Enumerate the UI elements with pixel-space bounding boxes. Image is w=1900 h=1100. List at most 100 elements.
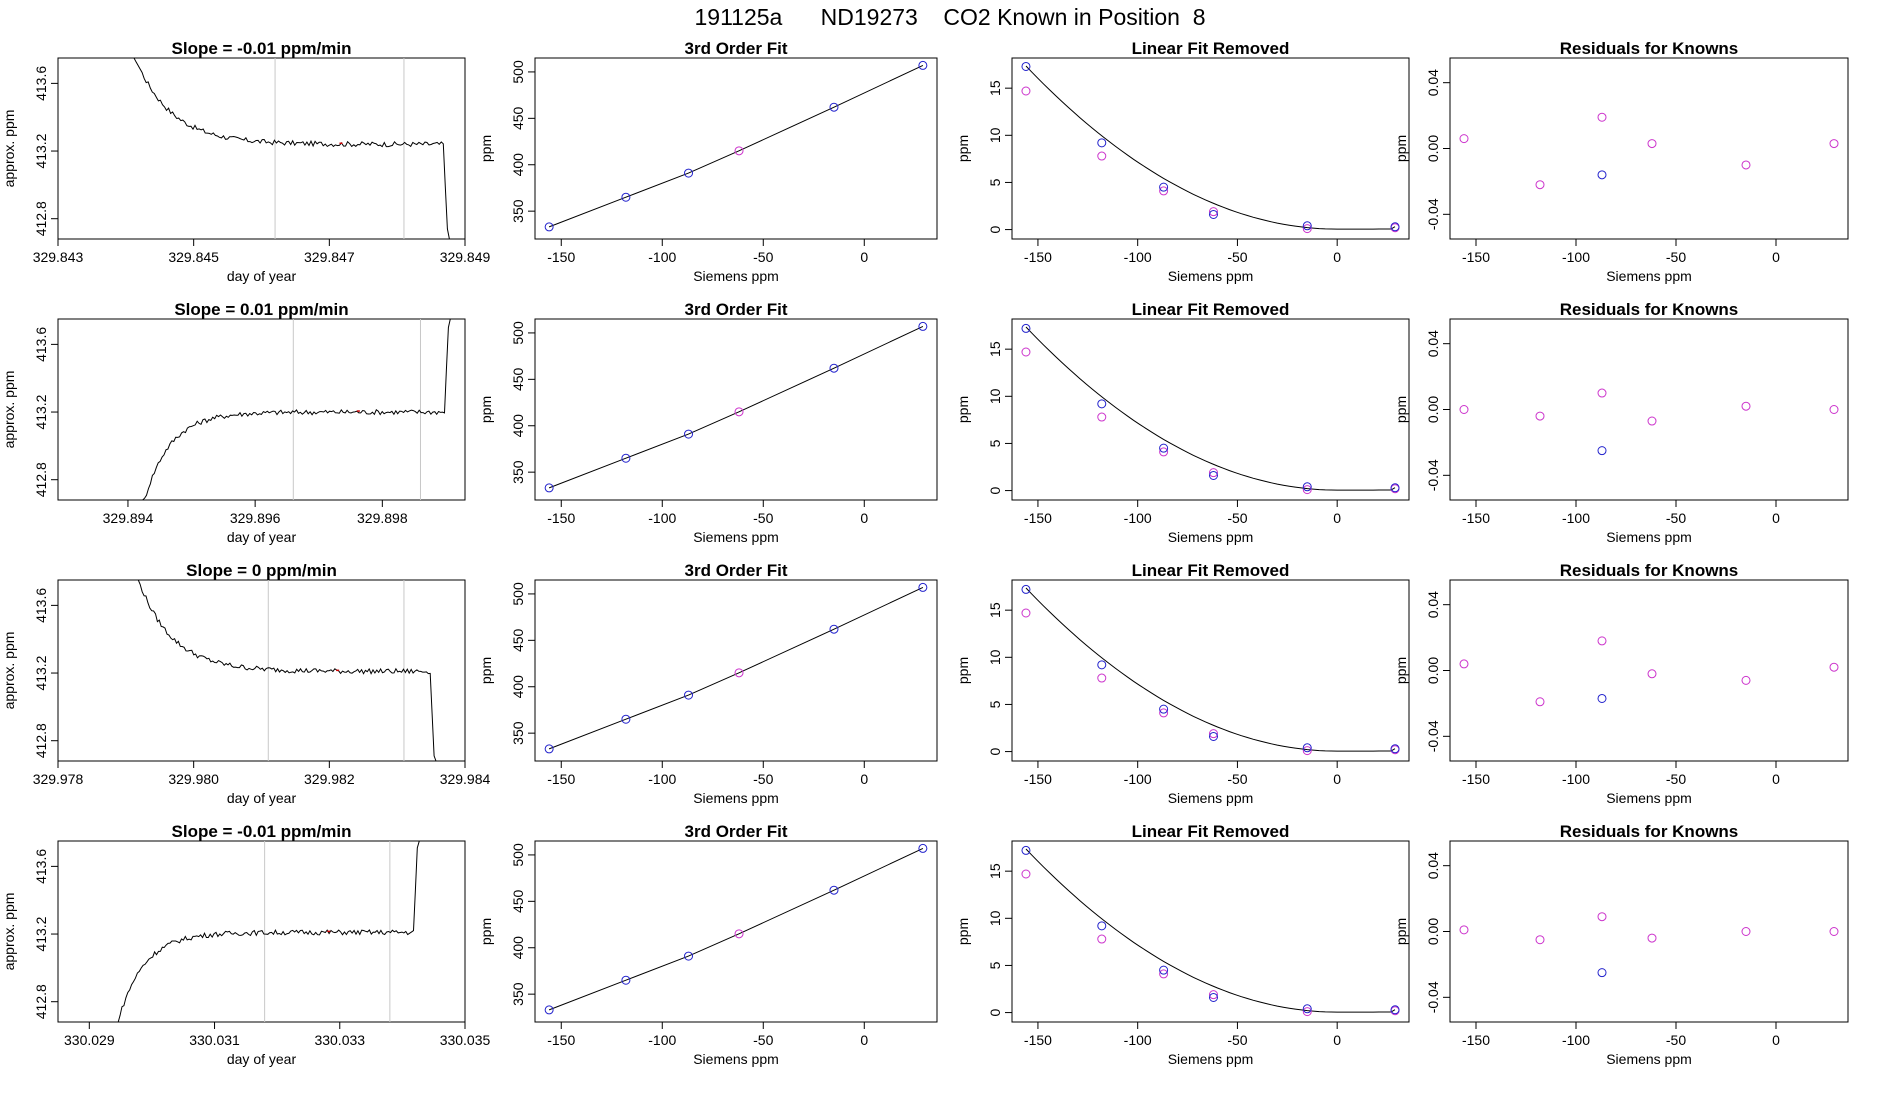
fit-y-label: ppm (478, 918, 494, 945)
fit-title: 3rd Order Fit (685, 822, 788, 841)
linres-known-point (1021, 86, 1031, 96)
fit-panel-y-tick-label: 500 (510, 60, 526, 84)
resid-panel-y-tick-label: 0.00 (1425, 135, 1441, 162)
fit-panel-x-tick-label: -100 (648, 249, 676, 265)
linres-point (1159, 182, 1169, 192)
linres-point (1208, 470, 1218, 480)
trace-panel-x-tick-label: 329.984 (440, 771, 491, 787)
linres-known-point (1159, 447, 1169, 457)
resid-panel-x-tick-label: -150 (1462, 510, 1490, 526)
resid-known-point (1459, 925, 1469, 935)
resid-known-point (1647, 669, 1657, 679)
linres-known-point (1097, 934, 1107, 944)
resid-known-point (1597, 112, 1607, 122)
trace-title: Slope = 0 ppm/min (186, 561, 337, 580)
fit-point (829, 102, 839, 112)
linres-panel-y-tick-label: 15 (987, 863, 1003, 879)
linres-point (1302, 743, 1312, 753)
trace-panel-y-tick-label: 413.6 (33, 66, 49, 101)
linres-known-point (1302, 485, 1312, 495)
page-title: 191125a ND19273 CO2 Known in Position 8 (694, 4, 1206, 30)
linres-known-point (1208, 990, 1218, 1000)
trace-panel-x-tick-label: 330.031 (189, 1032, 240, 1048)
linres-panel-y-tick-label: 15 (987, 341, 1003, 357)
resid-title: Residuals for Knowns (1560, 561, 1739, 580)
linres-x-label: Siemens ppm (1168, 1051, 1254, 1067)
linres-x-label: Siemens ppm (1168, 268, 1254, 284)
trace-x-label: day of year (227, 529, 297, 545)
resid-point (1597, 170, 1607, 180)
resid-title: Residuals for Knowns (1560, 39, 1739, 58)
resid-title: Residuals for Knowns (1560, 822, 1739, 841)
linres-panel-y-tick-label: 10 (987, 910, 1003, 926)
linres-known-point (1097, 673, 1107, 683)
fit-curve (548, 64, 924, 228)
linres-point (1097, 660, 1107, 670)
linres-panel-y-tick-label: 10 (987, 649, 1003, 665)
linres-panel-x-tick-label: -100 (1124, 510, 1152, 526)
resid-panel-x-tick-label: -100 (1562, 771, 1590, 787)
fit-point (734, 407, 744, 417)
linres-title: Linear Fit Removed (1132, 300, 1290, 319)
trace-y-label: approx. ppm (1, 110, 17, 188)
trace-panel-x-tick-label: 329.978 (33, 771, 84, 787)
resid-known-point (1535, 935, 1545, 945)
fit-panel-y-tick-label: 450 (510, 367, 526, 391)
resid-panel-x-tick-label: -100 (1562, 249, 1590, 265)
resid-known-point (1647, 139, 1657, 149)
linres-panel-y-tick-label: 10 (987, 127, 1003, 143)
trace-line (125, 57, 452, 240)
linres-x-label: Siemens ppm (1168, 790, 1254, 806)
resid-known-point (1647, 416, 1657, 426)
trace-panel-x-tick-label: 329.894 (103, 510, 154, 526)
fit-title: 3rd Order Fit (685, 300, 788, 319)
resid-known-point (1597, 912, 1607, 922)
trace-panel-y-tick-label: 413.6 (33, 588, 49, 623)
fit-panel-x-tick-label: -50 (753, 1032, 773, 1048)
resid-known-point (1829, 927, 1839, 936)
trace-panel-y-tick-label: 413.2 (33, 916, 49, 951)
linres-known-point (1208, 468, 1218, 478)
fit-point (829, 885, 839, 895)
linres-curve (1025, 587, 1396, 752)
linres-known-point (1021, 869, 1031, 879)
trace-y-label: approx. ppm (1, 632, 17, 710)
trace-panel-x-tick-label: 329.980 (168, 771, 219, 787)
resid-panel-x-tick-label: -50 (1666, 771, 1686, 787)
resid-panel-frame (1449, 57, 1849, 240)
trace-panel-x-tick-label: 329.898 (357, 510, 408, 526)
fit-point (544, 1005, 554, 1015)
linres-y-label: ppm (955, 657, 971, 684)
resid-panel-y-tick-label: 0.00 (1425, 396, 1441, 423)
trace-title: Slope = -0.01 ppm/min (172, 822, 352, 841)
resid-known-point (1829, 139, 1839, 149)
resid-panel-y-tick-label: 0.04 (1425, 852, 1441, 879)
linres-known-point (1097, 412, 1107, 422)
resid-x-label: Siemens ppm (1606, 529, 1692, 545)
resid-known-point (1597, 636, 1607, 646)
fit-panel-x-tick-label: -100 (648, 510, 676, 526)
fit-title: 3rd Order Fit (685, 39, 788, 58)
trace-line (140, 318, 453, 501)
resid-panel-y-tick-label: 0.04 (1425, 591, 1441, 618)
resid-known-point (1829, 662, 1839, 672)
fit-panel-y-tick-label: 350 (510, 721, 526, 745)
trace-y-label: approx. ppm (1, 893, 17, 971)
resid-title: Residuals for Knowns (1560, 300, 1739, 319)
fit-panel-y-tick-label: 350 (510, 460, 526, 484)
resid-panel-x-tick-label: 0 (1772, 771, 1780, 787)
linres-point (1302, 482, 1312, 492)
trace-panel-y-tick-label: 413.2 (33, 133, 49, 168)
trace-panel-x-tick-label: 329.845 (168, 249, 219, 265)
trace-panel-y-tick-label: 412.8 (33, 462, 49, 497)
trace-x-label: day of year (227, 1051, 297, 1067)
resid-y-label: ppm (1393, 918, 1409, 945)
fit-panel-y-tick-label: 400 (510, 675, 526, 699)
linres-x-label: Siemens ppm (1168, 529, 1254, 545)
linres-curve (1025, 848, 1396, 1013)
resid-known-point (1741, 675, 1751, 685)
fit-point (684, 951, 694, 961)
fit-panel-x-tick-label: 0 (860, 1032, 868, 1048)
linres-point (1208, 992, 1218, 1002)
